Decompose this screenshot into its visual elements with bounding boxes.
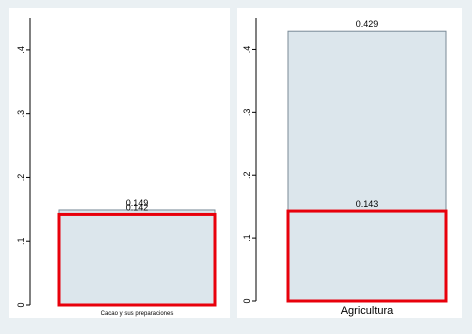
data-label-highlighted: 0.143 <box>356 199 379 209</box>
y-tick-label: .1 <box>242 234 252 242</box>
category-label: Cacao y sus preparaciones <box>101 311 174 317</box>
bar-highlighted <box>286 209 448 303</box>
y-tick-label: 0 <box>16 302 26 307</box>
data-label-highlighted: 0.142 <box>126 202 149 212</box>
y-tick-label: .3 <box>16 110 26 118</box>
data-label-total: 0.429 <box>356 19 379 29</box>
bar-highlighted <box>57 212 217 307</box>
y-tick-label: .2 <box>242 171 252 179</box>
y-tick-label: .2 <box>16 174 26 182</box>
category-label: Agricultura <box>341 305 394 317</box>
chart-panel-2: 0 .1 .2 .3 .4 0.429 0.143 Agricultura <box>237 8 462 318</box>
y-tick-label: .4 <box>16 46 26 54</box>
y-tick-label: 0 <box>242 298 252 303</box>
y-tick-label: .3 <box>242 109 252 117</box>
y-tick-label: .1 <box>16 237 26 245</box>
data-label-total: 0.149 <box>126 198 149 208</box>
y-tick-label: .4 <box>242 46 252 54</box>
